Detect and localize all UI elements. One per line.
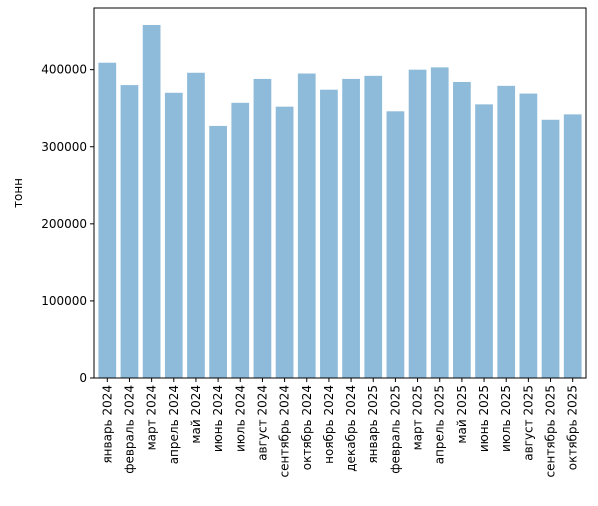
bar-18	[497, 85, 516, 379]
bar-21	[563, 114, 582, 378]
y-tick-label-3: 300000	[41, 140, 87, 154]
bar-6	[231, 102, 250, 378]
x-tick-label-7: август 2024	[255, 385, 269, 461]
x-tick-label-3: апрель 2024	[167, 385, 181, 464]
bar-11	[342, 78, 360, 379]
x-tick-label-19: август 2025	[521, 385, 535, 461]
x-tick-label-17: июнь 2025	[477, 385, 491, 452]
bar-5	[209, 125, 227, 378]
bar-0	[98, 62, 117, 379]
y-tick-label-4: 400000	[41, 63, 87, 77]
x-tick-label-11: декабрь 2024	[344, 385, 358, 472]
x-tick-label-18: июль 2025	[499, 385, 513, 452]
bar-20	[541, 119, 560, 378]
bar-3	[164, 92, 183, 379]
x-tick-label-14: март 2025	[411, 385, 425, 450]
bar-19	[519, 93, 538, 378]
plot-frame	[93, 7, 587, 379]
bar-15	[430, 67, 449, 379]
x-axis: январь 2024 февраль 2024 март 2024 апрель 2…	[100, 378, 580, 477]
bar-13	[386, 111, 405, 379]
x-tick-label-13: февраль 2025	[388, 385, 402, 474]
x-tick-label-10: ноябрь 2024	[322, 385, 336, 464]
y-axis-label: тонн	[11, 178, 25, 208]
x-tick-label-5: июнь 2024	[211, 385, 225, 452]
bar-14	[408, 69, 427, 379]
x-tick-label-4: май 2024	[189, 385, 203, 444]
y-tick-label-2: 200000	[41, 217, 87, 231]
x-tick-label-2: март 2024	[145, 385, 159, 450]
x-tick-label-15: апрель 2025	[433, 385, 447, 464]
x-tick-label-16: май 2025	[455, 385, 469, 444]
bar-10	[320, 89, 338, 378]
x-tick-label-0: январь 2024	[100, 385, 114, 464]
bar-7	[253, 78, 272, 379]
x-tick-label-6: июль 2024	[233, 385, 247, 452]
x-tick-label-9: октябрь 2024	[300, 385, 314, 470]
bar-2	[142, 24, 161, 378]
y-tick-label-1: 100000	[41, 294, 87, 308]
bar-4	[187, 72, 205, 378]
bar-17	[475, 104, 493, 379]
bar-9	[297, 73, 316, 378]
y-axis: 0 100000 200000 300000 400000	[41, 63, 94, 385]
y-tick-label-0: 0	[79, 371, 87, 385]
bar-1	[120, 85, 139, 378]
x-tick-label-12: январь 2025	[366, 385, 380, 464]
x-tick-label-20: сентябрь 2025	[544, 385, 558, 477]
x-tick-label-8: сентябрь 2024	[278, 385, 292, 477]
x-tick-label-21: октябрь 2025	[566, 385, 580, 470]
x-tick-label-1: февраль 2024	[122, 385, 136, 474]
bar-8	[275, 106, 294, 379]
bar-12	[364, 75, 383, 378]
bar-16	[453, 82, 471, 378]
bars-group	[98, 24, 582, 379]
